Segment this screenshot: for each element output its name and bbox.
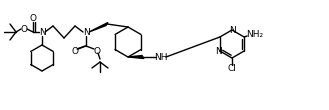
Text: Cl: Cl xyxy=(228,63,237,72)
Text: O: O xyxy=(20,25,28,34)
Text: NH: NH xyxy=(154,52,168,61)
Text: O: O xyxy=(71,47,79,56)
Text: N: N xyxy=(83,28,89,37)
Text: NH₂: NH₂ xyxy=(246,29,264,38)
Polygon shape xyxy=(128,56,144,59)
Text: N: N xyxy=(229,26,235,35)
Text: O: O xyxy=(93,47,100,56)
Polygon shape xyxy=(89,23,108,32)
Text: O: O xyxy=(30,14,37,23)
Text: N: N xyxy=(38,28,45,37)
Text: N: N xyxy=(215,47,222,56)
